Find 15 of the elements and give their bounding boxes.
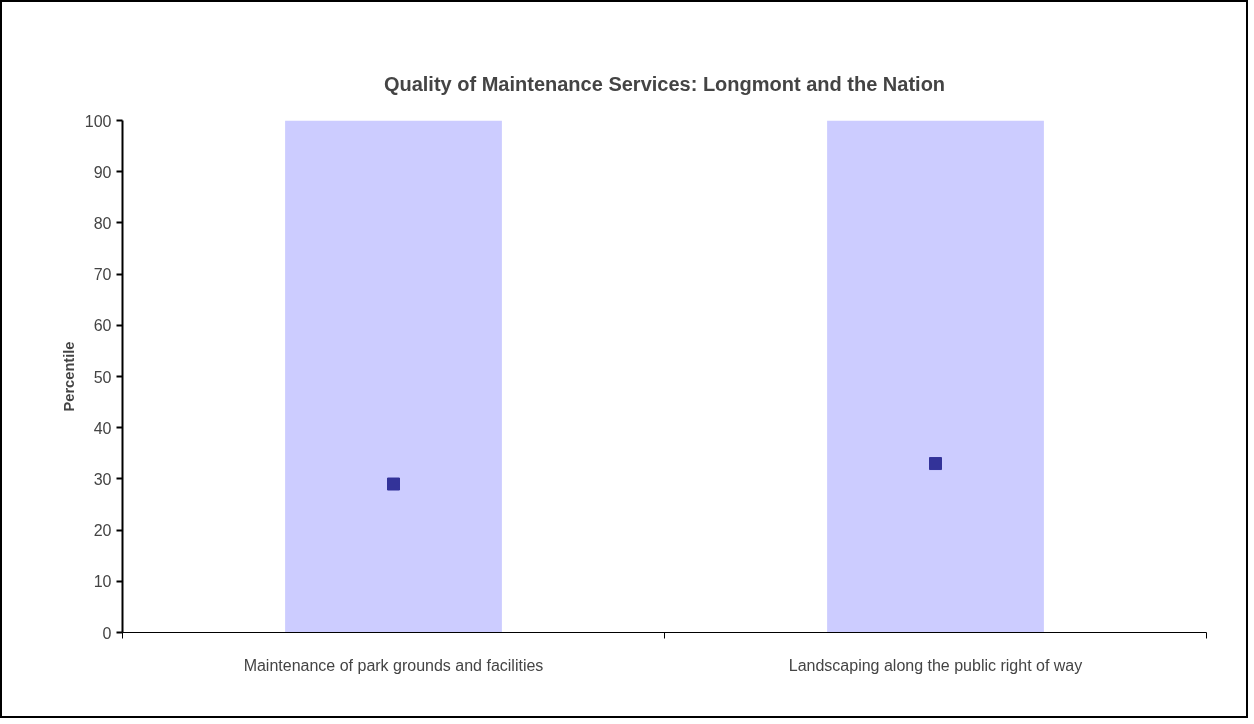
y-tick-label: 40 xyxy=(93,419,112,437)
y-tick-label: 80 xyxy=(93,214,112,232)
y-tick-label: 50 xyxy=(93,368,112,386)
chart-title: Quality of Maintenance Services: Longmont and the Nation xyxy=(383,72,946,95)
y-tick-label: 90 xyxy=(93,163,112,181)
x-tick-label: Landscaping along the public right of way xyxy=(788,656,1083,674)
y-tick-label: 0 xyxy=(102,624,112,642)
y-tick-label: 30 xyxy=(93,470,112,488)
y-tick-label: 20 xyxy=(93,522,112,540)
y-tick-label: 70 xyxy=(93,266,112,284)
y-tick-label: 60 xyxy=(93,317,112,335)
y-tick-label: 10 xyxy=(93,573,112,591)
y-axis-title: Percentile xyxy=(60,341,77,412)
x-tick-label: Maintenance of park grounds and facilities xyxy=(243,656,544,674)
y-tick-label: 100 xyxy=(84,112,112,130)
